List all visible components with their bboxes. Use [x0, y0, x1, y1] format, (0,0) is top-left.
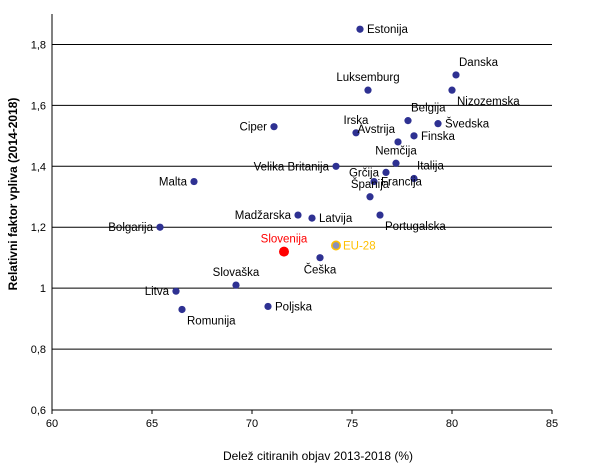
- point-slovenija: [279, 246, 289, 257]
- y-tick-label: 1: [40, 283, 46, 295]
- point-grčija: [382, 168, 390, 176]
- x-tick-label: 85: [546, 418, 558, 430]
- point-portugalska: [376, 211, 384, 219]
- label-belgija: Belgija: [411, 103, 446, 115]
- point-estonija: [356, 25, 364, 33]
- label-španija: Španija: [351, 178, 390, 191]
- point-labels: Estonija Danska Luksemburg Nizozemska Belgij…: [108, 24, 520, 327]
- label-poljska: Poljska: [275, 301, 313, 313]
- point-poljska: [264, 302, 272, 311]
- label-slovenija: Slovenija: [261, 234, 308, 246]
- label-danska: Danska: [459, 57, 499, 69]
- point-italija: [410, 174, 418, 183]
- point-malta: [190, 177, 198, 186]
- data-points: [156, 25, 460, 314]
- label-romunija: Romunija: [187, 315, 236, 327]
- point-ciper: [270, 123, 278, 131]
- y-tick-label: 1,4: [31, 161, 46, 173]
- point-nemčija: [392, 159, 400, 167]
- label-litva: Litva: [145, 286, 170, 298]
- label-grčija: Grčija: [349, 167, 380, 179]
- point-švedska: [434, 120, 442, 128]
- label-portugalska: Portugalska: [385, 221, 446, 233]
- point-latvija: [308, 214, 316, 222]
- point-eu-28: [330, 240, 341, 251]
- y-tick-label: 1,6: [31, 100, 46, 112]
- point-češka: [316, 254, 324, 262]
- x-tick-label: 65: [146, 418, 158, 430]
- label-bolgarija: Bolgarija: [108, 222, 153, 234]
- label-latvija: Latvija: [319, 213, 353, 225]
- point-luksemburg: [364, 86, 372, 94]
- x-axis-title: Delež citiranih objav 2013-2018 (%): [223, 449, 413, 463]
- point-španija: [366, 193, 374, 201]
- y-tick-label: 1,8: [31, 39, 46, 51]
- label-ciper: Ciper: [240, 122, 268, 134]
- point-bolgarija: [156, 223, 164, 231]
- axes: [51, 14, 553, 414]
- label-italija: Italija: [417, 160, 444, 172]
- y-tick-label: 1,2: [31, 222, 46, 234]
- label-slovaška: Slovaška: [213, 267, 260, 279]
- label-avstrija: Avstrija: [358, 124, 396, 136]
- point-romunija: [178, 305, 186, 314]
- y-tick-labels: 0,6 0,8 1 1,2 1,4 1,6 1,8: [31, 39, 46, 417]
- point-finska: [410, 132, 418, 140]
- y-axis-title: Relativni faktor vpliva (2014-2018): [6, 98, 20, 291]
- gridlines: [52, 43, 552, 411]
- label-finska: Finska: [421, 131, 455, 143]
- label-irska: Irska: [344, 115, 370, 127]
- point-avstrija: [394, 138, 402, 146]
- label-madžarska: Madžarska: [235, 210, 292, 222]
- x-tick-label: 75: [346, 418, 358, 430]
- x-tick-label: 70: [246, 418, 258, 430]
- point-velika-britanija: [332, 162, 340, 170]
- label-nemčija: Nemčija: [375, 145, 417, 157]
- point-nizozemska: [448, 86, 456, 94]
- x-tick-label: 80: [446, 418, 458, 430]
- label-češka: Češka: [304, 264, 337, 277]
- y-tick-label: 0,8: [31, 344, 46, 356]
- label-malta: Malta: [159, 177, 188, 189]
- label-velika-britanija: Velika Britanija: [254, 161, 330, 173]
- point-madžarska: [294, 211, 302, 219]
- label-francija: Francija: [381, 177, 423, 189]
- label-luksemburg: Luksemburg: [336, 72, 399, 84]
- y-tick-label: 0,6: [31, 405, 46, 417]
- label-nizozemska: Nizozemska: [457, 96, 520, 108]
- point-francija: [370, 177, 378, 186]
- point-danska: [452, 71, 460, 79]
- point-litva: [172, 287, 180, 295]
- point-belgija: [404, 117, 412, 125]
- x-tick-labels: 60 65 70 75 80 85: [46, 418, 558, 430]
- x-tick-label: 60: [46, 418, 58, 430]
- point-slovaška: [232, 281, 240, 289]
- point-irska: [352, 129, 360, 137]
- label-švedska: Švedska: [445, 118, 490, 131]
- label-eu-28: EU-28: [343, 241, 376, 253]
- label-estonija: Estonija: [367, 24, 409, 36]
